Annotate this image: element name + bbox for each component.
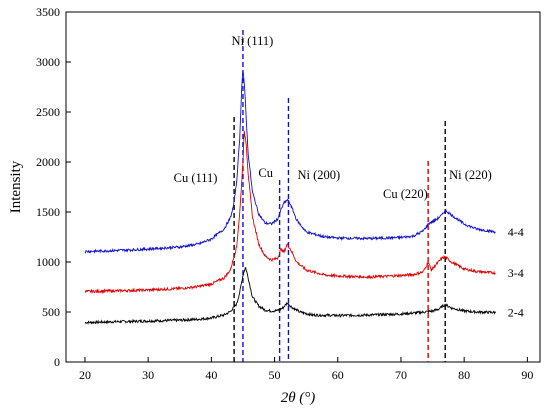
peak-annotation: Cu (111) (174, 171, 218, 185)
x-tick-label: 30 (142, 368, 154, 382)
y-tick-label: 2500 (36, 105, 60, 119)
x-tick-label: 60 (332, 368, 344, 382)
series-labels: 4-4 3-4 2-4 (508, 225, 524, 320)
y-tick-label: 0 (54, 355, 60, 369)
series-label: 2-4 (508, 306, 524, 320)
x-tick-label: 20 (79, 368, 91, 382)
x-tick-label: 90 (521, 368, 533, 382)
y-tick-label: 2000 (36, 155, 60, 169)
series-label: 4-4 (508, 225, 524, 239)
series-label: 3-4 (508, 266, 524, 280)
y-tick-label: 500 (42, 305, 60, 319)
plot-border (65, 11, 541, 363)
peak-annotation: Ni (111) (232, 34, 274, 48)
y-tick-label: 3000 (36, 55, 60, 69)
peak-annotation: Ni (220) (449, 168, 492, 182)
plot-frame (65, 11, 541, 363)
y-tick-label: 1500 (36, 205, 60, 219)
y-tick-label: 3500 (36, 5, 60, 19)
axis-ticks: 20 30 40 50 60 70 80 90 0 500 1000 1500 2000 2500 3000… (36, 5, 533, 382)
series-line-3-4 (84, 130, 496, 295)
series-line-2-4 (84, 267, 496, 325)
x-axis-title: 2θ (°) (281, 390, 316, 406)
y-axis-title: Intensity (8, 160, 24, 213)
x-tick-label: 80 (458, 368, 470, 382)
series-line-4-4 (84, 71, 496, 254)
peak-annotation: Cu (258, 166, 273, 180)
x-tick-label: 70 (395, 368, 407, 382)
peak-annotation: Ni (200) (297, 168, 340, 182)
peak-annotation: Cu (220) (383, 187, 428, 201)
x-tick-label: 40 (205, 368, 217, 382)
x-tick-label: 50 (269, 368, 281, 382)
annotations: Ni (111) Cu (111) Cu Ni (200) Cu (220) Ni (22… (174, 34, 492, 201)
series-group (84, 71, 496, 325)
y-tick-label: 1000 (36, 255, 60, 269)
reference-lines (233, 30, 446, 362)
